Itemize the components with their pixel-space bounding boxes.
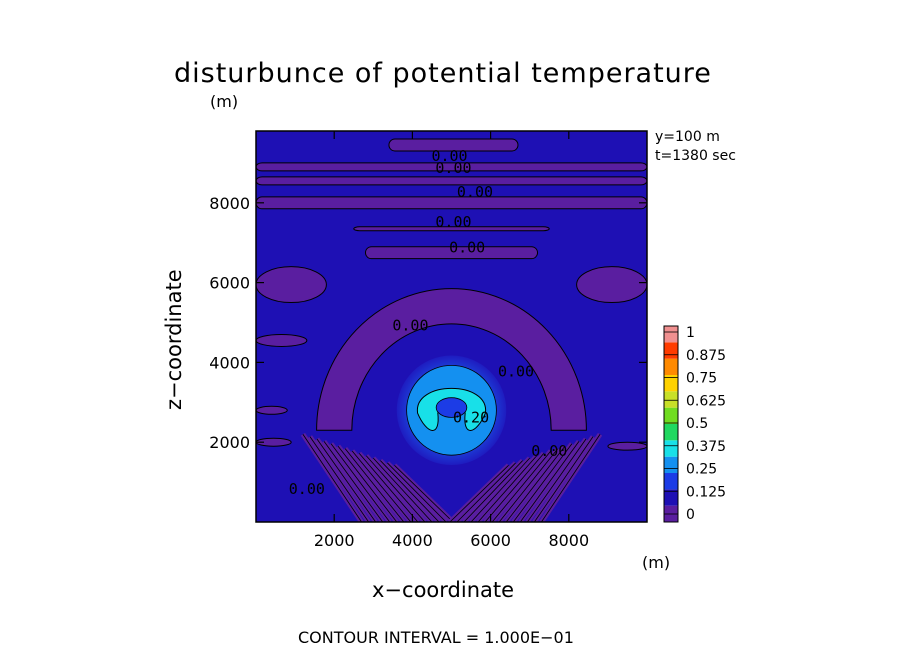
colorbar-segment — [664, 424, 678, 441]
colorbar-frame — [663, 325, 679, 523]
y-tick-label: 8000 — [209, 194, 250, 213]
contour-label: 0.00 — [449, 239, 485, 257]
wave-streak-edge — [519, 441, 580, 522]
side-lobe — [256, 437, 292, 447]
wave-streak-edge — [512, 443, 573, 522]
wave-streak-edge — [387, 462, 447, 522]
wave-streak-edge — [323, 441, 384, 522]
x-tick-label: 2000 — [314, 531, 355, 550]
stratified-band — [256, 176, 647, 186]
colorbar-tick-label: 0.375 — [686, 439, 726, 455]
contour-labels: 0.000.000.000.000.000.000.000.200.000.00 — [289, 147, 568, 498]
colorbar-segment — [664, 375, 678, 392]
colorbar-segment — [664, 440, 678, 457]
bubble-center — [435, 397, 468, 418]
x-tick-label: 6000 — [470, 531, 511, 550]
wave-streak-edge — [373, 457, 433, 522]
colorbar-tick-label: 0 — [686, 507, 695, 523]
colorbar-tick-label: 0.75 — [686, 371, 717, 387]
stratified-band — [256, 162, 647, 172]
wave-streak-edge — [541, 434, 601, 522]
wave-streak-edge — [449, 465, 509, 522]
colorbar-segment — [664, 456, 678, 473]
wave-streak-edge — [394, 465, 454, 522]
wave-streak-edge — [358, 453, 419, 522]
stratified-band — [256, 196, 647, 210]
colorbar-tick-label: 0.875 — [686, 348, 726, 364]
y-tick-label: 2000 — [209, 433, 250, 452]
side-lobe — [607, 441, 647, 451]
x-tick-label: 8000 — [548, 531, 589, 550]
colorbar-tick-label: 0.125 — [686, 484, 726, 500]
colorbar-segment — [664, 489, 678, 506]
stratified-band — [388, 138, 519, 152]
colorbar-segment — [664, 342, 678, 359]
contour-label: 0.00 — [531, 442, 567, 460]
contour-label: 0.00 — [392, 316, 428, 334]
wave-streak-edge — [302, 434, 362, 522]
colorbar-segment — [664, 358, 678, 375]
field-layer — [256, 131, 647, 522]
colorbar-tick-label: 0.625 — [686, 393, 726, 409]
contour-label: 0.00 — [435, 213, 471, 231]
wave-streak-edge — [337, 445, 398, 522]
colorbar: 0 0.125 0.25 0.375 0.5 0.625 0.75 0.875 1 — [663, 325, 726, 523]
wave-streak-edge — [505, 445, 566, 522]
y-axis-unit: (m) — [210, 92, 239, 111]
colorbar-segment — [664, 391, 678, 408]
x-tick-label: 4000 — [392, 531, 433, 550]
colorbar-tick-label: 1 — [686, 325, 695, 341]
wave-streak-edge — [330, 443, 391, 522]
perturbation-arch — [316, 288, 587, 431]
wave-streak-edge — [470, 457, 530, 522]
wave-streak-edge — [484, 453, 545, 522]
wave-streak-edge — [527, 438, 587, 522]
contour-label: 0.20 — [453, 408, 489, 426]
contour-label: 0.00 — [431, 147, 467, 165]
axis-ticks: 2000 4000 6000 8000 2000 4000 6000 8000 — [209, 131, 647, 550]
y-tick-label: 6000 — [209, 274, 250, 293]
contour-label: 0.00 — [435, 159, 471, 177]
wave-streak-edge — [316, 438, 376, 522]
side-lobe — [256, 266, 327, 304]
contour-interval-footer: CONTOUR INTERVAL = 1.000E−01 — [298, 628, 574, 647]
colorbar-segment — [664, 326, 678, 343]
x-axis-unit: (m) — [642, 553, 671, 572]
annotation-y-position: y=100 m — [655, 129, 720, 145]
wave-streak-edge — [477, 455, 538, 522]
contour-label: 0.00 — [289, 480, 325, 498]
x-axis-label: x−coordinate — [372, 578, 515, 602]
wave-streak-edge — [365, 455, 426, 522]
stratified-band — [353, 226, 550, 232]
contour-label: 0.00 — [457, 183, 493, 201]
annotation-time: t=1380 sec — [655, 148, 736, 164]
wave-streak-edge — [309, 436, 369, 522]
chart-title: disturbunce of potential temperature — [174, 58, 712, 89]
y-tick-label: 4000 — [209, 353, 250, 372]
side-lobe — [576, 266, 647, 304]
wave-streak-edge — [456, 462, 516, 522]
bubble-core — [417, 387, 486, 431]
colorbar-tick-label: 0.5 — [686, 416, 708, 432]
side-lobe — [256, 405, 288, 415]
wave-streak-edge — [498, 448, 559, 522]
wave-streak-edge — [491, 450, 552, 522]
stratified-band — [364, 246, 539, 260]
wave-streak-edge — [534, 436, 594, 522]
colorbar-tick-label: 0.25 — [686, 462, 717, 478]
wave-streak-edge — [463, 460, 523, 522]
colorbar-segment — [664, 473, 678, 490]
wave-streak-edge — [351, 450, 412, 522]
side-lobe — [256, 333, 308, 347]
wave-streak-edge — [344, 448, 405, 522]
colorbar-segment — [664, 407, 678, 424]
plot-frame — [255, 130, 648, 523]
wave-streak-edge — [380, 460, 440, 522]
contour-label: 0.00 — [498, 362, 534, 380]
